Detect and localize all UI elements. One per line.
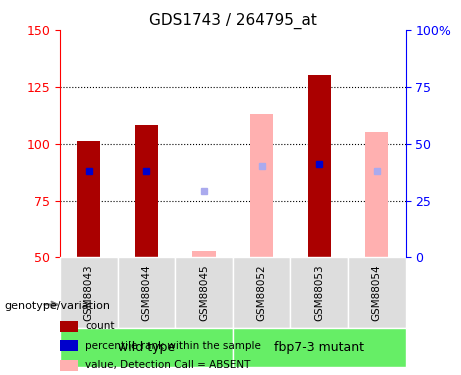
FancyBboxPatch shape (60, 328, 233, 368)
Bar (135, 126, 158, 257)
Bar (250, 114, 273, 257)
FancyBboxPatch shape (60, 257, 118, 328)
Text: wild type: wild type (118, 342, 175, 354)
Text: genotype/variation: genotype/variation (5, 301, 111, 310)
Bar (365, 132, 388, 257)
Text: value, Detection Call = ABSENT: value, Detection Call = ABSENT (85, 360, 251, 370)
Text: GSM88052: GSM88052 (257, 265, 266, 321)
Text: GSM88053: GSM88053 (314, 265, 324, 321)
FancyBboxPatch shape (348, 257, 406, 328)
Text: GSM88044: GSM88044 (142, 265, 151, 321)
FancyBboxPatch shape (118, 257, 175, 328)
Text: GSM88054: GSM88054 (372, 265, 382, 321)
Text: fbp7-3 mutant: fbp7-3 mutant (274, 342, 364, 354)
FancyBboxPatch shape (233, 328, 406, 368)
Bar (193, 251, 216, 257)
Title: GDS1743 / 264795_at: GDS1743 / 264795_at (149, 12, 317, 28)
FancyBboxPatch shape (290, 257, 348, 328)
FancyBboxPatch shape (175, 257, 233, 328)
FancyBboxPatch shape (233, 257, 290, 328)
Text: GSM88045: GSM88045 (199, 265, 209, 321)
Text: percentile rank within the sample: percentile rank within the sample (85, 341, 261, 351)
Text: GSM88043: GSM88043 (84, 265, 94, 321)
Bar (77, 141, 100, 257)
Text: count: count (85, 321, 115, 331)
Bar (308, 75, 331, 257)
